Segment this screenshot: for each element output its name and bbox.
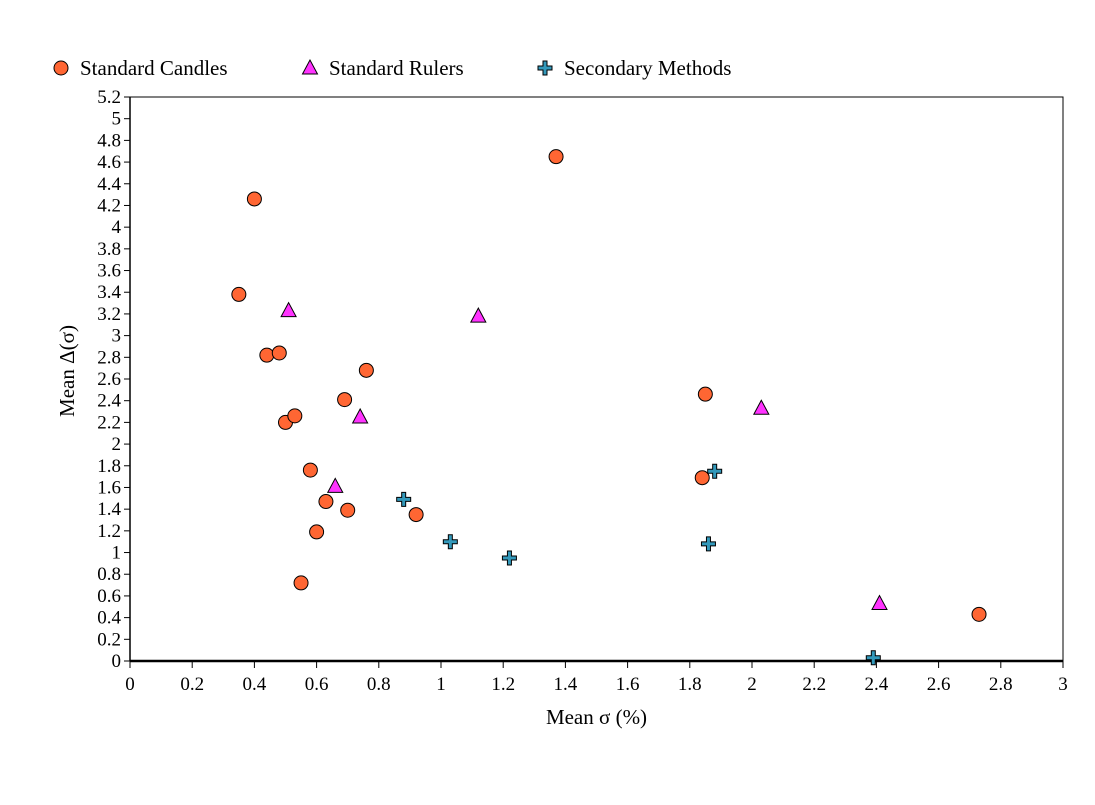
y-tick-label: 3.6	[97, 261, 121, 282]
standard-candles-point	[293, 575, 309, 591]
x-tick-label: 2.8	[989, 674, 1013, 695]
x-tick-label: 0.8	[367, 674, 391, 695]
y-axis: 00.20.40.60.811.21.41.61.822.22.42.62.83…	[97, 87, 131, 672]
y-tick-label: 3.8	[97, 239, 121, 260]
y-tick-label: 0	[112, 651, 122, 672]
standard-candles-point	[246, 191, 262, 207]
standard-candles-point	[271, 345, 287, 361]
standard-candles-point	[302, 462, 318, 478]
y-tick-label: 4	[112, 217, 122, 238]
y-tick-label: 0.8	[97, 564, 121, 585]
standard-candles-point	[259, 347, 275, 363]
secondary-methods-point	[700, 536, 716, 552]
y-tick-label: 0.2	[97, 629, 121, 650]
y-tick-label: 5.2	[97, 87, 121, 108]
standard-candles-point	[287, 408, 303, 424]
y-tick-label: 3	[112, 326, 122, 347]
legend-marker-standard-rulers	[301, 58, 319, 75]
y-tick-label: 1.2	[97, 521, 121, 542]
y-tick-label: 1.8	[97, 456, 121, 477]
plot-area	[129, 96, 1064, 662]
secondary-methods-point	[707, 463, 723, 479]
legend-label-standard-rulers: Standard Rulers	[329, 56, 464, 80]
legend-label-standard-candles: Standard Candles	[80, 56, 228, 80]
x-tick-label: 2.4	[865, 674, 889, 695]
standard-candles-point	[971, 606, 987, 622]
y-axis-title: Mean Δ(σ)	[55, 325, 79, 417]
standard-rulers-point	[326, 477, 344, 493]
y-tick-label: 3.2	[97, 304, 121, 325]
y-tick-label: 4.2	[97, 195, 121, 216]
y-tick-label: 4.8	[97, 130, 121, 151]
y-tick-label: 2.2	[97, 412, 121, 433]
secondary-methods-point	[442, 534, 458, 550]
y-tick-label: 2.8	[97, 347, 121, 368]
x-tick-label: 2	[747, 674, 757, 695]
standard-rulers-point	[280, 301, 297, 318]
standard-candles-point	[694, 470, 710, 486]
standard-rulers-point	[871, 594, 888, 611]
standard-rulers-point	[752, 399, 770, 415]
x-tick-label: 0	[125, 674, 135, 695]
y-tick-label: 0.6	[97, 586, 121, 607]
y-tick-label: 5	[112, 109, 122, 130]
standard-candles-point	[358, 362, 374, 378]
x-tick-label: 1.8	[678, 674, 702, 695]
standard-candles-point	[340, 502, 356, 518]
standard-rulers-point	[469, 307, 487, 323]
y-tick-label: 2	[112, 434, 122, 455]
legend-marker-standard-candles	[53, 60, 69, 76]
y-tick-label: 3.4	[97, 282, 121, 303]
standard-candles-point	[309, 524, 325, 540]
x-tick-label: 0.4	[243, 674, 267, 695]
legend-marker-secondary-methods	[537, 60, 553, 76]
legend: Standard Candles Standard Rulers Secondary…	[53, 56, 731, 80]
y-tick-label: 2.6	[97, 369, 121, 390]
standard-candles-point	[231, 286, 247, 302]
x-tick-label: 3	[1058, 674, 1068, 695]
secondary-methods-point	[865, 650, 881, 666]
y-tick-label: 4.6	[97, 152, 121, 173]
x-axis: 0 0.2 0.4 0.6 0.8 1 1.2 1.4 1.6 1.8 2 2.2 2.4 2.6 2.8 3	[125, 659, 1068, 695]
y-tick-label: 0.4	[97, 608, 121, 629]
y-tick-label: 1.4	[97, 499, 121, 520]
standard-candles-point	[697, 386, 713, 402]
y-tick-label: 1.6	[97, 477, 121, 498]
y-tick-label: 2.4	[97, 391, 121, 412]
standard-candles-point	[318, 494, 334, 510]
y-tick-label: 1	[112, 543, 122, 564]
standard-candles-point	[548, 149, 564, 165]
standard-candles-point	[408, 507, 424, 523]
standard-candles-point	[337, 392, 353, 408]
secondary-methods-point	[501, 550, 517, 566]
secondary-methods-point	[396, 491, 412, 507]
data-points	[231, 149, 987, 666]
x-axis-title: Mean σ (%)	[546, 705, 647, 729]
x-tick-label: 2.6	[927, 674, 951, 695]
y-tick-label: 4.4	[97, 174, 121, 195]
standard-rulers-point	[351, 407, 369, 424]
x-tick-label: 2.2	[802, 674, 826, 695]
x-tick-label: 0.2	[180, 674, 204, 695]
x-tick-label: 1.4	[554, 674, 578, 695]
legend-label-secondary-methods: Secondary Methods	[564, 56, 731, 80]
x-tick-label: 1	[436, 674, 446, 695]
x-tick-label: 1.6	[616, 674, 640, 695]
x-tick-label: 0.6	[305, 674, 329, 695]
x-tick-label: 1.2	[491, 674, 515, 695]
